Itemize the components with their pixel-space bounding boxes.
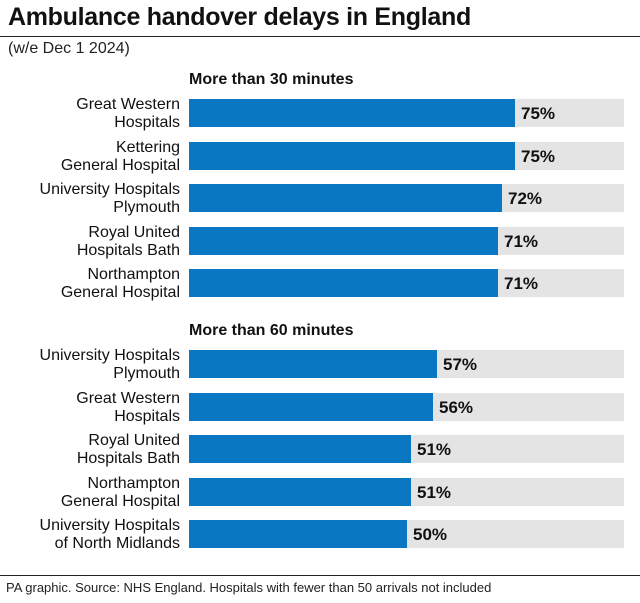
- category-label-line: University Hospitals: [39, 347, 180, 364]
- bar-track: 57%: [189, 350, 624, 378]
- value-label: 56%: [439, 398, 474, 417]
- bar: [189, 350, 437, 378]
- category-label-line: University Hospitals: [39, 181, 180, 198]
- category-label-line: Royal United: [88, 432, 180, 449]
- category-label-line: Royal United: [88, 224, 180, 241]
- category-label-line: Plymouth: [113, 365, 180, 382]
- category-label-line: Plymouth: [113, 199, 180, 216]
- bar: [189, 393, 433, 421]
- category-label-line: Hospitals Bath: [76, 242, 180, 259]
- section-title: More than 30 minutes: [189, 71, 354, 88]
- bar-track: 51%: [189, 435, 624, 463]
- bar-track: 56%: [189, 393, 624, 421]
- category-label-line: Northampton: [87, 475, 181, 492]
- page-title: Ambulance handover delays in England: [8, 3, 471, 31]
- category-label: Northampton General Hospital: [0, 475, 180, 511]
- category-label: University Hospitals of North Midlands: [0, 517, 180, 553]
- value-label: 51%: [417, 440, 452, 459]
- category-label-line: of North Midlands: [54, 535, 180, 552]
- value-label: 75%: [521, 104, 556, 123]
- value-label: 75%: [521, 147, 556, 166]
- value-label: 57%: [443, 355, 478, 374]
- category-label: Royal United Hospitals Bath: [0, 432, 180, 468]
- bar-track: 75%: [189, 99, 624, 127]
- bar: [189, 142, 515, 170]
- bar: [189, 435, 411, 463]
- bar: [189, 227, 498, 255]
- category-label-line: Hospitals: [114, 114, 180, 131]
- category-label: Great Western Hospitals: [0, 390, 180, 426]
- category-label-line: Great Western: [76, 96, 180, 113]
- category-label: Northampton General Hospital: [0, 266, 180, 302]
- bar-track: 51%: [189, 478, 624, 506]
- category-label: University Hospitals Plymouth: [0, 347, 180, 383]
- page-subtitle: (w/e Dec 1 2024): [8, 40, 130, 57]
- category-label-line: General Hospital: [60, 157, 180, 174]
- category-label-line: University Hospitals: [39, 517, 180, 534]
- category-label-line: Northampton: [87, 266, 181, 283]
- value-label: 50%: [413, 525, 448, 544]
- category-label: Kettering General Hospital: [0, 139, 180, 175]
- category-label: Royal United Hospitals Bath: [0, 224, 180, 260]
- category-label-line: Hospitals Bath: [76, 450, 180, 467]
- value-label: 71%: [504, 274, 539, 293]
- bar-track: 75%: [189, 142, 624, 170]
- bar-track: 71%: [189, 227, 624, 255]
- category-label: University Hospitals Plymouth: [0, 181, 180, 217]
- category-label-line: Kettering: [115, 139, 180, 156]
- top-divider: [0, 36, 640, 37]
- bar: [189, 184, 502, 212]
- value-label: 51%: [417, 483, 452, 502]
- section-title: More than 60 minutes: [189, 322, 354, 339]
- bar-track: 71%: [189, 269, 624, 297]
- bar: [189, 478, 411, 506]
- category-label-line: General Hospital: [60, 493, 180, 510]
- bar: [189, 269, 498, 297]
- category-label-line: General Hospital: [60, 284, 180, 301]
- value-label: 71%: [504, 232, 539, 251]
- category-label-line: Hospitals: [114, 408, 180, 425]
- bar: [189, 520, 407, 548]
- bar-track: 50%: [189, 520, 624, 548]
- value-label: 72%: [508, 189, 543, 208]
- category-label-line: Great Western: [76, 390, 180, 407]
- category-label: Great Western Hospitals: [0, 96, 180, 132]
- bar: [189, 99, 515, 127]
- bottom-divider: [0, 575, 640, 576]
- bar-track: 72%: [189, 184, 624, 212]
- source-note: PA graphic. Source: NHS England. Hospita…: [6, 580, 492, 595]
